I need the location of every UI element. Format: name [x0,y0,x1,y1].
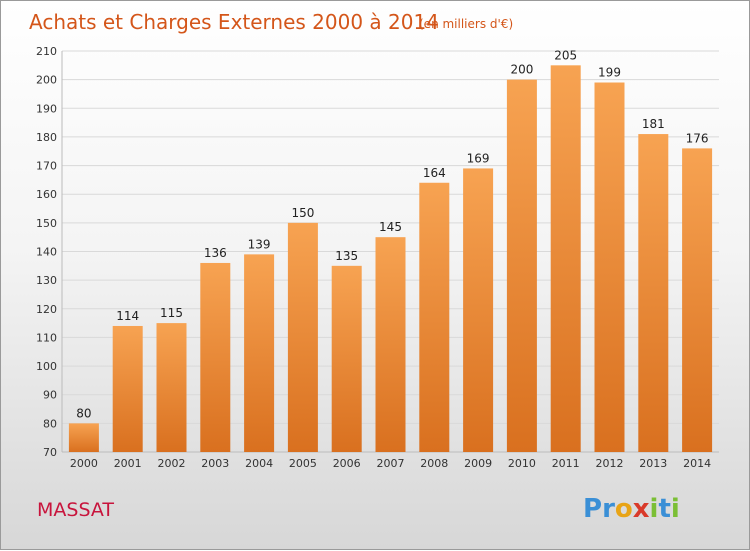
x-tick-label-2013: 2013 [639,457,667,470]
data-label-2009: 169 [467,151,490,165]
x-tick-label-2009: 2009 [464,457,492,470]
data-label-2003: 136 [204,246,227,260]
bar-2007 [375,237,406,452]
y-tick-label: 190 [36,102,57,115]
x-tick-label-2001: 2001 [114,457,142,470]
x-axis-ticks: 2000 2001 2002 2003 2004 2005 2006 2007 2008 2009… [70,457,711,470]
x-tick-label-2010: 2010 [508,457,536,470]
y-tick-label: 170 [36,160,57,173]
bar-2003 [200,262,231,452]
place-name: MASSAT [37,499,114,521]
bar-2014 [682,148,713,452]
x-tick-label-2012: 2012 [596,457,624,470]
logo-letter: P [583,494,602,524]
bar-2004 [244,254,275,452]
bar-2005 [287,222,318,452]
data-label-2005: 150 [291,206,314,220]
x-tick-label-2004: 2004 [245,457,273,470]
data-label-2013: 181 [642,117,665,131]
x-tick-label-2011: 2011 [552,457,580,470]
data-label-2010: 200 [510,63,533,77]
y-tick-label: 90 [43,389,57,402]
logo-letter: i [671,494,680,524]
y-tick-label: 70 [43,446,57,459]
data-label-2004: 139 [248,237,271,251]
data-label-2008: 164 [423,166,446,180]
logo-letter: x [633,494,650,524]
y-tick-label: 120 [36,303,57,316]
chart-subtitle: (en milliers d'€) [419,17,513,31]
logo-letter: i [650,494,659,524]
bars [68,65,713,453]
y-tick-label: 80 [43,417,57,430]
proxiti-logo: Proxiti [583,494,680,524]
data-label-2007: 145 [379,220,402,234]
logo-letter: o [615,494,633,524]
data-label-2006: 135 [335,249,358,263]
x-tick-label-2008: 2008 [420,457,448,470]
data-label-2014: 176 [686,131,709,145]
bar-2002 [156,323,187,452]
y-tick-label: 100 [36,360,57,373]
y-tick-label: 150 [36,217,57,230]
x-tick-label-2014: 2014 [683,457,711,470]
bar-2011 [550,65,581,453]
bar-2001 [112,325,143,452]
bar-2010 [506,79,537,453]
y-tick-label: 140 [36,246,57,259]
bar-2013 [638,134,669,453]
y-tick-label: 210 [36,45,57,58]
data-label-2001: 114 [116,309,139,323]
bar-2008 [419,182,450,452]
logo-letter: r [602,494,615,524]
data-label-2012: 199 [598,66,621,80]
bar-2009 [463,168,494,452]
x-tick-label-2002: 2002 [158,457,186,470]
x-tick-label-2005: 2005 [289,457,317,470]
bar-2000 [68,423,99,452]
data-label-2000: 80 [76,406,91,420]
x-tick-label-2007: 2007 [377,457,405,470]
x-tick-label-2003: 2003 [201,457,229,470]
chart-title: Achats et Charges Externes 2000 à 2014 [29,10,439,34]
value-labels: 80 114 115 136 139 150 135 145 164 169 200 205 199 18… [76,48,708,420]
y-tick-label: 160 [36,188,57,201]
y-tick-label: 200 [36,74,57,87]
x-tick-label-2000: 2000 [70,457,98,470]
y-tick-label: 110 [36,331,57,344]
y-tick-label: 130 [36,274,57,287]
bar-2012 [594,82,625,452]
x-tick-label-2006: 2006 [333,457,361,470]
y-axis-ticks: 70 80 90 100 110 120 130 140 150 160 170 180 190 200 2… [36,45,57,459]
data-label-2002: 115 [160,306,183,320]
y-tick-label: 180 [36,131,57,144]
data-label-2011: 205 [554,48,577,62]
bar-2006 [331,265,362,452]
logo-letter: t [658,494,670,524]
